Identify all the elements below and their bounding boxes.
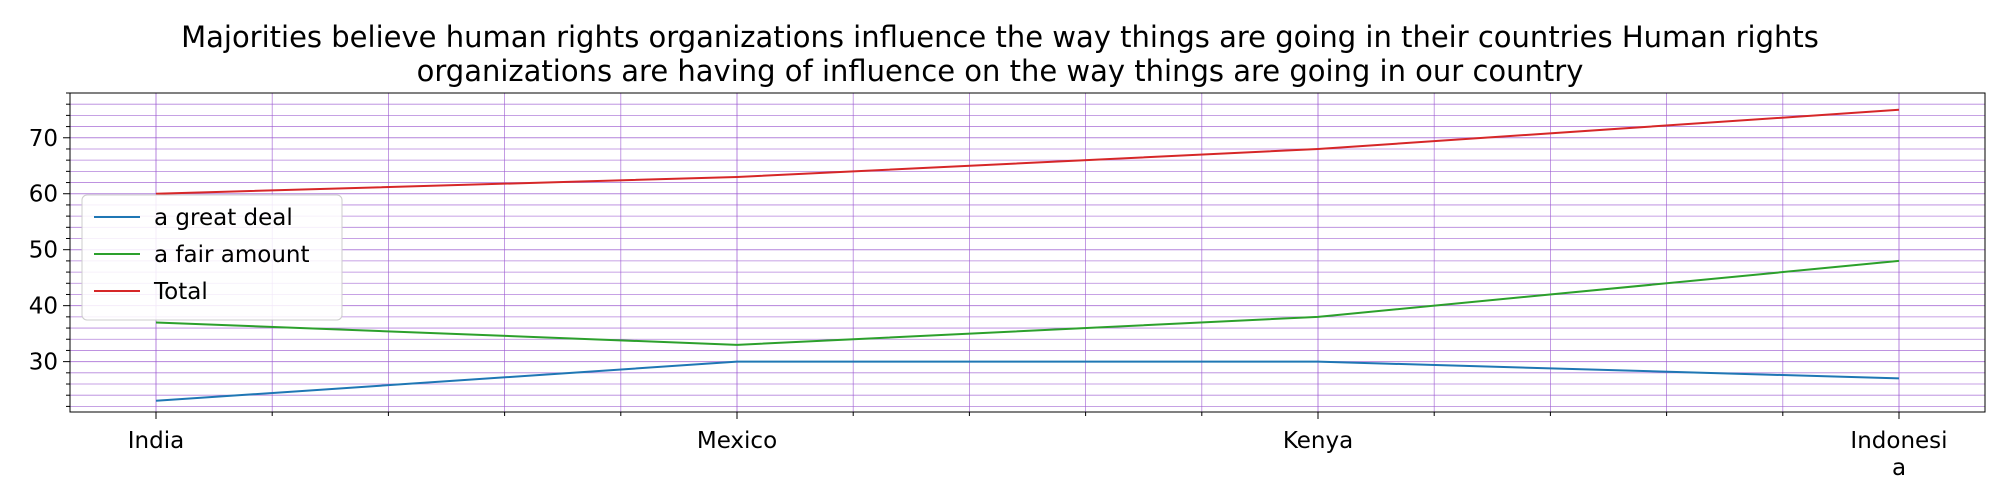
series-line-total [155, 108, 1900, 195]
chart-title-line-2: organizations are having of influence on… [416, 54, 1584, 88]
plot-frame [69, 92, 1986, 413]
x-tick-label: India [128, 428, 184, 454]
y-tick-label: 60 [29, 182, 58, 208]
chart-title-line-1: Majorities believe human rights organiza… [181, 20, 1819, 54]
y-tick-label: 30 [29, 350, 58, 376]
legend-label: Total [153, 279, 208, 305]
series-line-a-great-deal [155, 360, 1900, 402]
series-layer [155, 108, 1900, 402]
y-tick-label: 50 [29, 238, 58, 264]
legend-label: a great deal [154, 205, 293, 231]
grid-layer [70, 92, 1985, 412]
chart-legend: a great deal a fair amount Total [81, 194, 343, 321]
y-tick-label: 40 [29, 294, 58, 320]
x-tick-label: Mexico [697, 428, 777, 454]
legend-label: a fair amount [154, 242, 310, 268]
legend-box [81, 194, 343, 321]
chart-title: Majorities believe human rights organiza… [0, 20, 2000, 88]
x-tick-label: Indonesi a [1850, 428, 1947, 481]
series-line-a-fair-amount [155, 259, 1900, 346]
y-tick-label: 70 [29, 126, 58, 152]
x-tick-label: Kenya [1283, 428, 1353, 454]
axes-layer: 30 40 50 60 70 India Mexico Kenya Indonesi a [29, 92, 1986, 481]
